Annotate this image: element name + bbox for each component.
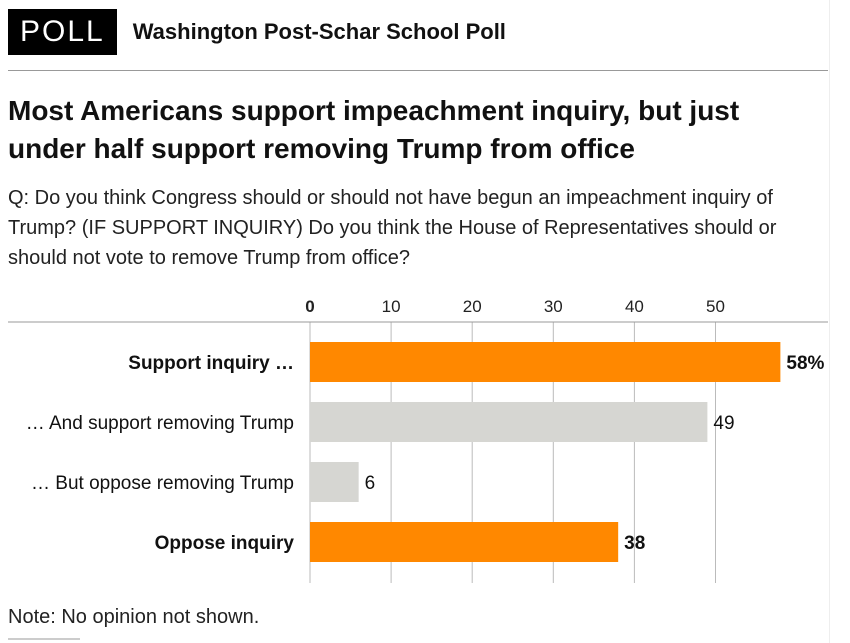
bar	[310, 462, 359, 502]
tick-label: 0	[305, 297, 314, 316]
header-divider	[8, 70, 828, 71]
bars	[310, 342, 781, 562]
tick-label: 10	[382, 297, 401, 316]
poll-source: Washington Post-Schar School Poll	[132, 19, 506, 44]
category-label: … But oppose removing Trump	[31, 473, 294, 494]
footer-rule	[8, 638, 80, 640]
bar	[310, 402, 708, 442]
page-edge	[829, 0, 830, 643]
bar	[310, 522, 619, 562]
bar-chart: 0 10 20 30 40 50 Support inquiry … … And suppo…	[8, 297, 828, 583]
data-label: 49	[713, 413, 734, 434]
tick-label: 20	[463, 297, 482, 316]
tick-labels: 0 10 20 30 40 50	[305, 297, 725, 316]
chart-title: Most Americans support impeachment inqui…	[8, 95, 740, 164]
poll-badge: POLL	[8, 9, 117, 55]
category-label: Oppose inquiry	[155, 533, 295, 554]
data-label: 58%	[786, 353, 824, 374]
chart-note: Note: No opinion not shown.	[8, 606, 260, 628]
poll-header: POLL Washington Post-Schar School Poll	[8, 8, 828, 56]
bar	[310, 342, 781, 382]
data-label: 38	[624, 533, 645, 554]
category-label: … And support removing Trump	[26, 413, 294, 434]
poll-question: Q: Do you think Congress should or shoul…	[8, 187, 777, 269]
category-label: Support inquiry …	[128, 353, 294, 374]
tick-label: 40	[625, 297, 644, 316]
tick-label: 50	[706, 297, 725, 316]
value-labels: 58% 49 6 38	[365, 353, 825, 554]
category-labels: Support inquiry … … And support removing …	[26, 353, 295, 554]
tick-label: 30	[544, 297, 563, 316]
data-label: 6	[365, 473, 376, 494]
